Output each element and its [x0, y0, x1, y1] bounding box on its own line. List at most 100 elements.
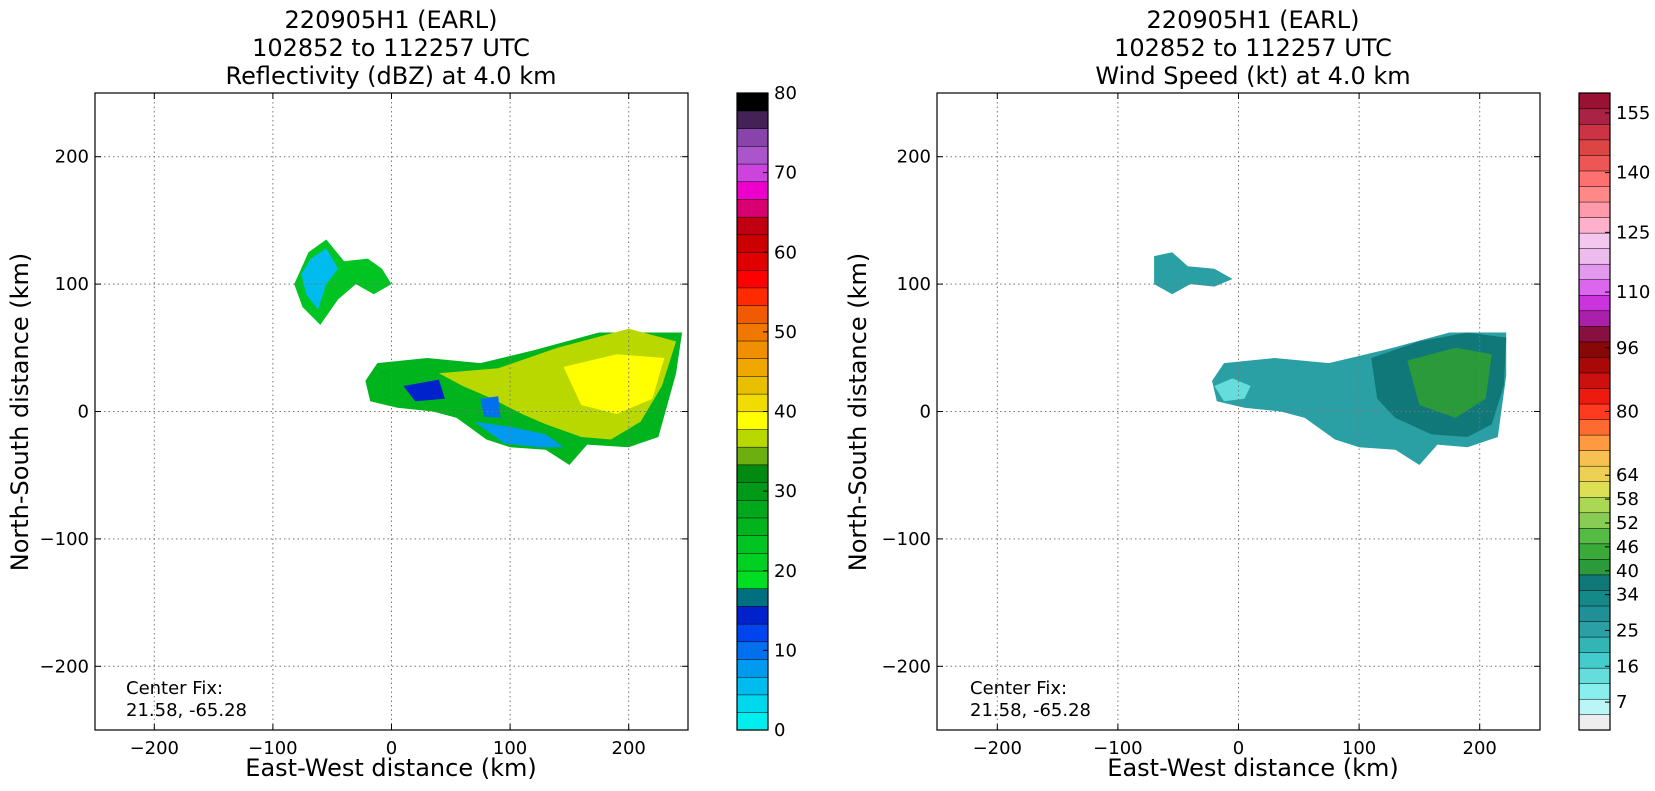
colorbar-swatch [1578, 465, 1611, 482]
colorbar-tick-label: 60 [774, 242, 797, 263]
chart-title-line2: 102852 to 112257 UTC [1114, 34, 1392, 62]
data-layer [1154, 252, 1507, 465]
colorbar-swatch [736, 305, 769, 324]
x-tick-label: 100 [493, 738, 527, 759]
colorbar-swatch [736, 623, 769, 643]
x-tick-label: −200 [130, 738, 179, 759]
y-tick-label: −100 [40, 529, 89, 550]
colorbar-swatch [1578, 356, 1611, 374]
colorbar-tick-label: 64 [1616, 465, 1639, 486]
y-tick-label: 0 [78, 402, 89, 423]
y-tick-label: −100 [882, 529, 931, 550]
colorbar-swatch [736, 110, 769, 129]
colorbar-tick-label: 52 [1616, 513, 1639, 534]
colorbar-swatch [736, 375, 769, 395]
colorbar-swatch [736, 181, 769, 200]
colorbar-swatch [1578, 294, 1611, 312]
chart-title-line1: 220905H1 (EARL) [285, 6, 498, 34]
colorbar-tick-label: 40 [1616, 561, 1639, 582]
colorbar-swatch [1578, 434, 1611, 451]
colorbar-tick-label: 80 [1616, 402, 1639, 423]
x-tick-label: 100 [1342, 738, 1376, 759]
x-tick-label: 0 [386, 738, 397, 759]
colorbar-swatch [1578, 605, 1611, 622]
colorbar-swatch [736, 234, 769, 253]
data-region [1154, 252, 1233, 295]
colorbar-swatch [736, 358, 769, 377]
colorbar-swatch [1578, 558, 1611, 576]
center-fix-label: Center Fix: [970, 678, 1067, 699]
x-tick-label: −100 [1093, 738, 1142, 759]
colorbar-swatch [1578, 310, 1611, 327]
colorbar-swatch [1578, 574, 1611, 591]
x-tick-label: 200 [1463, 738, 1497, 759]
colorbar-swatch [736, 712, 769, 731]
x-tick-label: −200 [973, 738, 1022, 759]
data-region [403, 379, 445, 402]
colorbar-swatch [736, 588, 769, 607]
data-region [563, 354, 665, 414]
colorbar-swatch [736, 499, 769, 519]
colorbar-tick-label: 140 [1616, 163, 1650, 184]
x-tick-label: −100 [248, 738, 297, 759]
colorbar-swatch [736, 605, 769, 625]
colorbar-swatch [1578, 248, 1611, 265]
data-region [301, 248, 339, 310]
colorbar-tick-label: 30 [774, 481, 797, 502]
data-region [1407, 347, 1492, 418]
colorbar-swatch [1578, 543, 1611, 560]
colorbar-swatch [1578, 217, 1611, 234]
colorbar-swatch [1578, 279, 1611, 296]
colorbar-tick-label: 50 [774, 322, 797, 343]
colorbar-tick-label: 70 [774, 163, 797, 184]
chart-title-line2: 102852 to 112257 UTC [252, 34, 530, 62]
colorbar-swatch [736, 128, 769, 147]
colorbar-tick-label: 58 [1616, 489, 1639, 510]
colorbar-tick-label: 155 [1616, 103, 1650, 124]
colorbar-tick-label: 96 [1616, 338, 1639, 359]
colorbar-swatch [1578, 714, 1611, 731]
colorbar-swatch [736, 145, 769, 165]
colorbar-swatch [1578, 419, 1611, 436]
wind-speed-chart: 220905H1 (EARL) 102852 to 112257 UTC Win… [844, 6, 1650, 782]
colorbar-tick-label: 16 [1616, 656, 1639, 677]
data-layer [294, 239, 683, 465]
colorbar-swatch [1578, 108, 1611, 125]
colorbar-tick-label: 40 [774, 402, 797, 423]
colorbar-swatch [1578, 123, 1611, 141]
colorbar-swatch [736, 535, 769, 554]
colorbar-swatch [1578, 652, 1611, 669]
colorbar-swatch [1578, 201, 1611, 218]
colorbar-swatch [736, 393, 769, 413]
colorbar-tick-label: 20 [774, 561, 797, 582]
y-tick-label: 200 [897, 147, 931, 168]
colorbar-swatch [1578, 620, 1611, 638]
y-tick-label: 0 [920, 402, 931, 423]
colorbar-tick-label: 7 [1616, 692, 1627, 713]
center-fix-label: Center Fix: [126, 678, 223, 699]
colorbar-swatch [736, 552, 769, 572]
colorbar-swatch [1578, 683, 1611, 700]
colorbar-swatch [736, 694, 769, 713]
colorbar-swatch [736, 411, 769, 430]
center-fix-value: 21.58, -65.28 [126, 700, 247, 721]
colorbar-tick-label: 46 [1616, 537, 1639, 558]
colorbar-swatch [1578, 512, 1611, 529]
chart-title-line3: Reflectivity (dBZ) at 4.0 km [226, 62, 557, 90]
colorbar-swatch [1578, 387, 1611, 405]
data-region [480, 396, 501, 418]
colorbar-swatch [1578, 92, 1611, 110]
y-tick-label: 100 [55, 274, 89, 295]
colorbar-tick-label: 80 [774, 83, 797, 104]
colorbar-swatch [1578, 139, 1611, 156]
colorbar-tick-label: 34 [1616, 585, 1639, 606]
colorbar-swatch [1578, 232, 1611, 249]
colorbar-tick-label: 125 [1616, 222, 1650, 243]
y-tick-label: −200 [40, 656, 89, 677]
wind-speed-panel: 220905H1 (EARL) 102852 to 112257 UTC Win… [830, 0, 1655, 787]
colorbar-swatch [1578, 325, 1611, 343]
colorbar-swatch [1578, 450, 1611, 467]
colorbar-swatch [1578, 589, 1611, 607]
x-axis-label: East-West distance (km) [245, 754, 536, 782]
colorbar-swatch [1578, 185, 1611, 203]
